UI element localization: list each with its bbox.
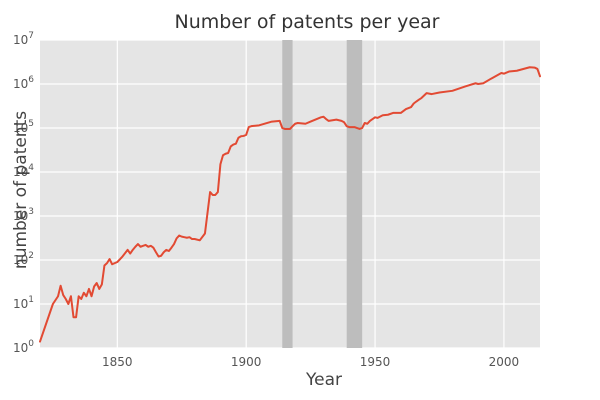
y-tick-label: 106: [13, 75, 34, 91]
shaded-span-0: [282, 40, 292, 348]
x-tick-label: 2000: [489, 355, 520, 369]
shaded-span-1: [347, 40, 362, 348]
chart-title: Number of patents per year: [175, 11, 440, 33]
x-axis-ticks: 1850 1900 1950 2000: [102, 355, 519, 369]
x-tick-label: 1950: [360, 355, 391, 369]
y-tick-label: 101: [13, 295, 34, 311]
y-tick-label: 107: [13, 31, 34, 47]
x-axis-label: Year: [305, 370, 342, 390]
y-axis-label: number of patents: [11, 111, 31, 269]
x-tick-label: 1850: [102, 355, 133, 369]
x-tick-label: 1900: [231, 355, 262, 369]
y-tick-label: 100: [13, 339, 34, 355]
